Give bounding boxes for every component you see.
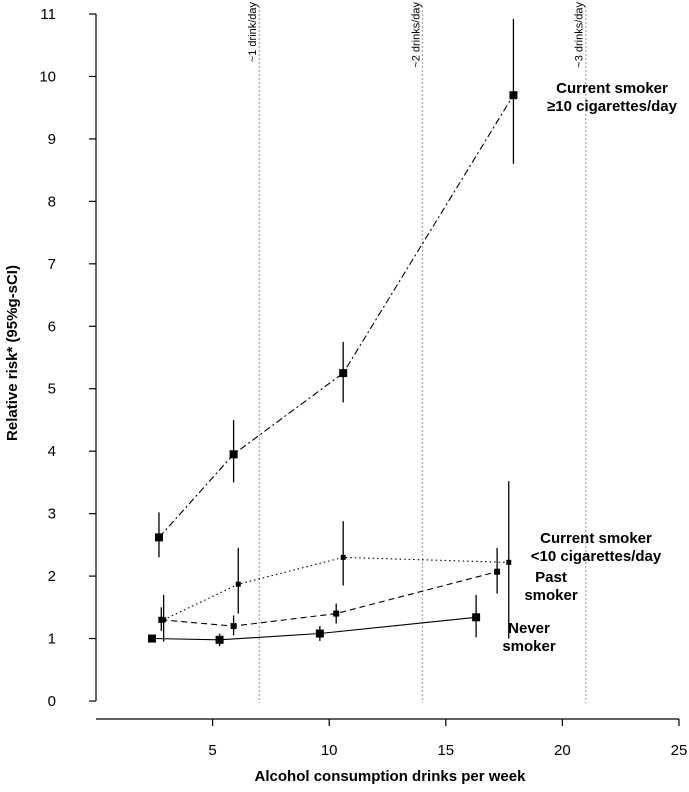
data-point xyxy=(472,613,481,622)
x-tick-label: 25 xyxy=(671,742,688,759)
reference-line-label: ~2 drinks/day xyxy=(410,2,422,68)
y-axis-title: Relative risk* (95%g-sCI) xyxy=(4,265,21,441)
y-tick-label: 1 xyxy=(48,631,56,648)
data-point xyxy=(315,629,324,638)
series-label-line: <10 cigarettes/day xyxy=(531,548,662,565)
series-label-line: ≥10 cigarettes/day xyxy=(547,98,678,115)
x-tick-label: 10 xyxy=(321,742,338,759)
series-label-line: Past xyxy=(535,569,567,586)
x-tick-label: 15 xyxy=(437,742,454,759)
series-1 xyxy=(154,18,518,558)
reference-lines: ~1 drink/day ~2 drinks/day ~3 drinks/day xyxy=(247,2,587,703)
y-tick-label: 4 xyxy=(48,443,56,460)
data-point xyxy=(506,559,512,565)
y-tick-label: 10 xyxy=(39,68,56,85)
series-label-line: smoker xyxy=(502,638,556,655)
y-tick-label: 9 xyxy=(48,131,56,148)
series-label: Current smoker ≥10 cigarettes/day xyxy=(547,80,678,115)
data-point xyxy=(215,635,224,644)
y-tick-label: 8 xyxy=(48,193,56,210)
series-labels: Current smoker ≥10 cigarettes/dayCurrent … xyxy=(502,80,677,655)
axes: 5 10 15 20 25 0 1 2 3 4 5 6 7 8 9 10 11 xyxy=(39,6,687,759)
data-point xyxy=(340,554,346,560)
series-line xyxy=(158,94,514,538)
y-tick-label: 3 xyxy=(48,506,56,523)
series-4 xyxy=(147,594,481,647)
y-tick-label: 0 xyxy=(48,693,56,710)
series-label-line: smoker xyxy=(524,587,578,604)
series-group xyxy=(147,18,518,647)
reference-line-label: ~3 drinks/day xyxy=(574,2,586,68)
series-3 xyxy=(158,547,501,636)
series-label: Past smoker xyxy=(524,569,578,604)
x-tick-label: 20 xyxy=(554,742,571,759)
series-label-line: Current smoker xyxy=(556,80,668,97)
data-point xyxy=(229,450,238,459)
series-label-line: Current smoker xyxy=(540,530,652,547)
data-point xyxy=(509,91,518,100)
y-tick-label: 11 xyxy=(40,6,56,23)
data-point xyxy=(147,634,156,643)
x-axis-title: Alcohol consumption drinks per week xyxy=(255,768,527,785)
series-label-line: Never xyxy=(508,620,550,637)
x-tick-label: 5 xyxy=(208,742,216,759)
data-point xyxy=(235,581,241,587)
series-label: Never smoker xyxy=(502,620,556,655)
reference-line-label: ~1 drink/day xyxy=(247,2,259,63)
data-point xyxy=(339,369,348,378)
data-point xyxy=(154,533,163,542)
y-tick-label: 7 xyxy=(48,256,56,273)
data-point xyxy=(333,610,340,617)
series-line xyxy=(163,556,509,621)
y-tick-label: 2 xyxy=(48,568,56,585)
series-line xyxy=(151,616,477,641)
data-point xyxy=(158,616,165,623)
series-line xyxy=(161,571,498,627)
y-tick-label: 5 xyxy=(48,381,56,398)
y-tick-label: 6 xyxy=(48,318,56,335)
series-label: Current smoker <10 cigarettes/day xyxy=(531,530,662,565)
data-point xyxy=(494,568,501,575)
data-point xyxy=(230,623,237,630)
